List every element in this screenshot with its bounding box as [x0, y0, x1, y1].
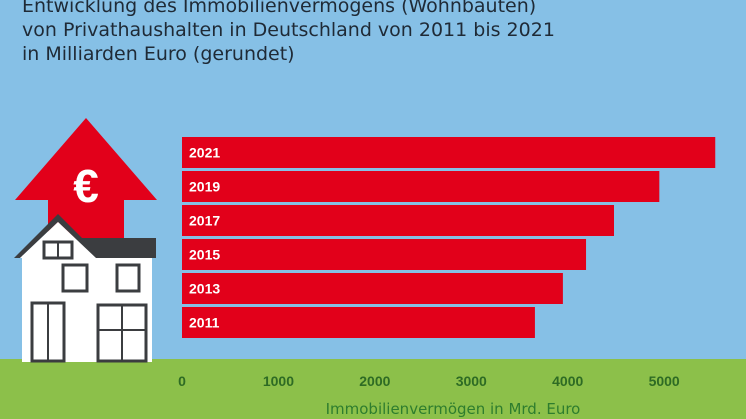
x-tick-label: 3000	[456, 373, 487, 389]
bar-2021	[182, 137, 716, 168]
bar-label-2021: 2021	[189, 145, 220, 161]
euro-arrow-icon: €	[15, 118, 157, 240]
bar-2019	[182, 171, 660, 202]
grass-ground	[0, 359, 746, 419]
x-tick-label: 5000	[649, 373, 680, 389]
chart-title: Entwicklung des Immobilienvermögens (Woh…	[22, 0, 742, 66]
x-tick-label: 0	[178, 373, 186, 389]
title-line-2: von Privathaushalten in Deutschland von …	[22, 19, 555, 41]
title-line-1: Entwicklung des Immobilienvermögens (Woh…	[22, 0, 537, 17]
bar-2013	[182, 273, 563, 304]
bar-2011	[182, 307, 535, 338]
bar-2015	[182, 239, 587, 270]
x-axis-label: Immobilienvermögen in Mrd. Euro	[325, 400, 581, 418]
bars-group: 2021 2019 2017 2015 2013 2011	[182, 137, 716, 338]
bar-label-2015: 2015	[189, 247, 220, 263]
x-axis-ticks: 0 1000 2000 3000 4000 5000	[178, 373, 680, 389]
bar-label-2011: 2011	[189, 315, 220, 331]
x-tick-label: 1000	[263, 373, 294, 389]
svg-text:€: €	[73, 160, 99, 212]
title-line-3: in Milliarden Euro (gerundet)	[22, 43, 295, 65]
x-tick-label: 4000	[552, 373, 583, 389]
house-icon	[14, 214, 156, 363]
x-tick-label: 2000	[359, 373, 390, 389]
bar-label-2019: 2019	[189, 179, 220, 195]
bar-label-2013: 2013	[189, 281, 220, 297]
bar-label-2017: 2017	[189, 213, 220, 229]
bar-2017	[182, 205, 614, 236]
